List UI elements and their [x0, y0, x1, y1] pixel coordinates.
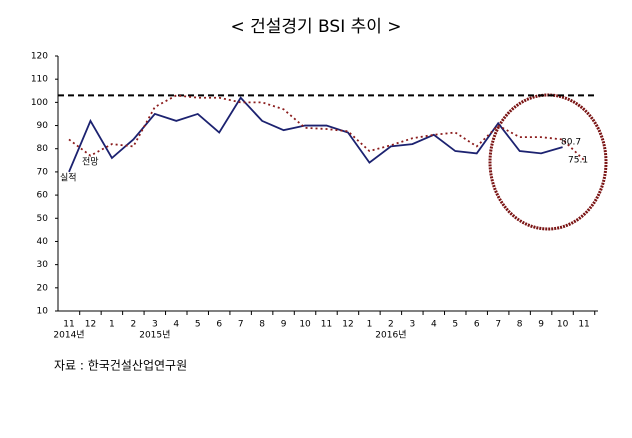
chart-title: < 건설경기 BSI 추이 > [230, 17, 401, 37]
y-tick-label: 90 [37, 121, 49, 131]
y-tick-label: 120 [31, 52, 48, 62]
x-tick-label: 4 [431, 320, 437, 330]
x-tick-label: 12 [342, 320, 353, 330]
y-tick-label: 60 [37, 191, 49, 201]
y-tick-label: 20 [37, 283, 49, 293]
y-tick-label: 50 [37, 214, 49, 224]
x-tick-label: 7 [238, 320, 244, 330]
x-tick-label: 11 [321, 320, 332, 330]
x-tick-label: 1 [109, 320, 115, 330]
y-tick-label: 100 [31, 98, 48, 108]
y-tick-label: 30 [37, 260, 49, 270]
x-tick-label: 5 [195, 320, 201, 330]
x-tick-label: 3 [152, 320, 158, 330]
x-tick-label: 10 [557, 320, 569, 330]
x-tick-label: 7 [495, 320, 501, 330]
value-label: 75.1 [568, 156, 588, 166]
x-tick-label: 5 [452, 320, 458, 330]
y-tick-label: 80 [37, 144, 49, 154]
y-tick-label: 40 [37, 237, 49, 247]
x-tick-label: 9 [538, 320, 544, 330]
x-tick-label: 6 [216, 320, 222, 330]
x-tick-label: 9 [281, 320, 287, 330]
x-tick-label: 4 [173, 320, 179, 330]
y-tick-label: 70 [37, 167, 49, 177]
x-tick-label: 11 [63, 320, 74, 330]
x-tick-label: 6 [474, 320, 480, 330]
x-tick-label: 2 [131, 320, 137, 330]
x-tick-label: 10 [299, 320, 311, 330]
year-label: 2016년 [375, 330, 406, 341]
x-tick-label: 11 [578, 320, 589, 330]
x-tick-label: 3 [409, 320, 415, 330]
highlight-ellipse [488, 93, 608, 231]
x-tick-label: 1 [367, 320, 373, 330]
series-line [68, 96, 563, 173]
year-label: 2015년 [139, 330, 170, 341]
x-tick-label: 8 [517, 320, 523, 330]
y-tick-label: 110 [31, 75, 48, 85]
x-tick-label: 12 [85, 320, 96, 330]
year-label: 2014년 [53, 330, 84, 341]
series-label: 전망 [82, 157, 99, 168]
value-label: 80.7 [561, 138, 581, 148]
x-tick-label: 2 [388, 320, 394, 330]
series-line [68, 94, 585, 161]
series-label: 실적 [60, 172, 77, 184]
y-tick-label: 10 [37, 307, 49, 317]
source: 자료 : 한국건설산업연구원 [54, 359, 187, 373]
x-tick-label: 8 [259, 320, 265, 330]
